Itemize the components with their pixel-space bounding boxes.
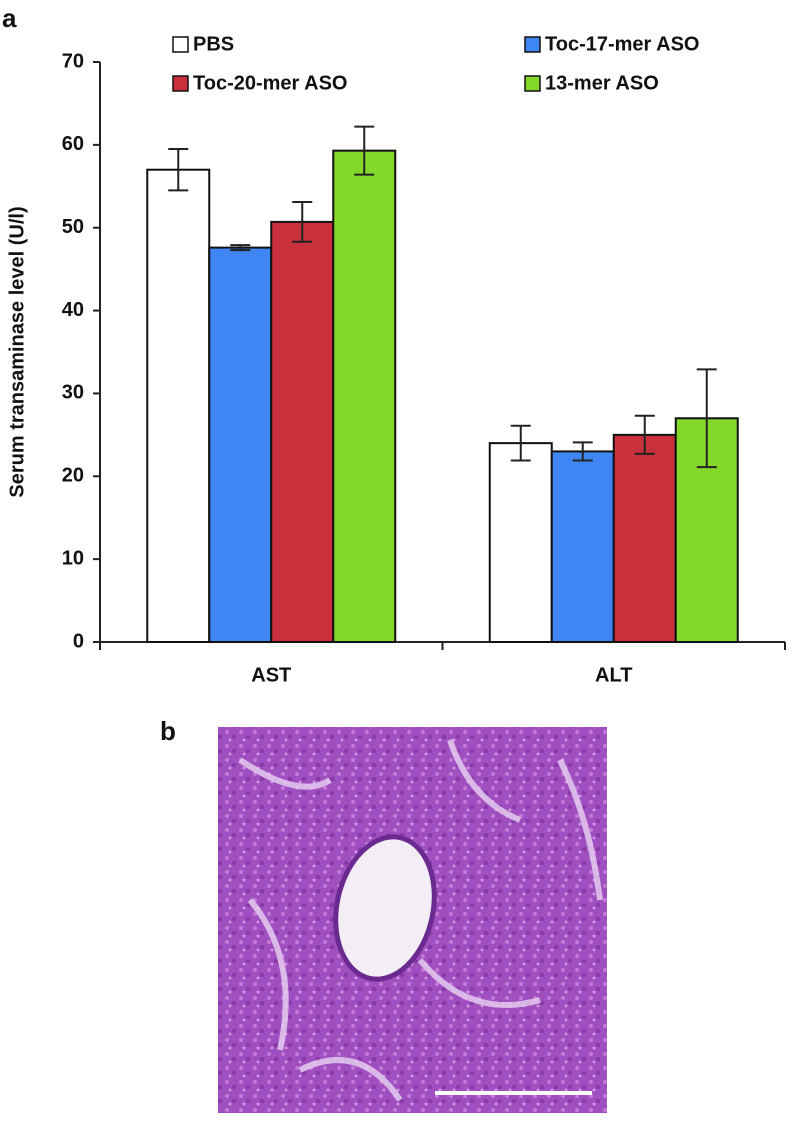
legend-swatch: [172, 75, 189, 92]
y-tick-label: 20: [62, 465, 84, 487]
y-tick-label: 0: [73, 630, 84, 652]
legend-label: PBS: [193, 33, 234, 55]
legend-swatch: [172, 36, 189, 53]
panel-label: b: [160, 716, 176, 746]
bar: [332, 149, 397, 644]
legend-label: Toc-17-mer ASO: [545, 33, 699, 55]
y-tick-label: 30: [62, 382, 84, 404]
x-tick-label: AST: [251, 664, 291, 686]
error-bar: [510, 424, 531, 462]
bar: [488, 442, 553, 643]
bar: [270, 220, 335, 644]
error-bar: [292, 201, 313, 243]
error-bar: [572, 441, 593, 462]
y-tick-label: 10: [62, 547, 84, 569]
bar: [550, 450, 615, 643]
error-bar: [696, 368, 717, 469]
legend-swatch: [524, 36, 541, 53]
bar: [208, 246, 273, 643]
legend-swatch: [524, 75, 541, 92]
legend-label: 13-mer ASO: [545, 72, 659, 94]
legend-label: Toc-20-mer ASO: [193, 72, 347, 94]
error-bar: [634, 414, 655, 455]
x-tick-label: ALT: [595, 664, 632, 686]
y-tick-label: 40: [62, 299, 84, 321]
error-bar: [354, 125, 375, 176]
y-tick-label: 50: [62, 216, 84, 238]
bar: [146, 168, 211, 643]
y-axis-label: Serum transaminase level (U/l): [6, 206, 28, 497]
histology-image: [218, 727, 607, 1113]
error-bar: [168, 148, 189, 192]
panel-label: a: [2, 3, 17, 33]
y-tick-label: 60: [62, 133, 84, 155]
error-bar: [230, 244, 251, 252]
bar: [612, 433, 677, 643]
y-tick-label: 70: [62, 50, 84, 72]
